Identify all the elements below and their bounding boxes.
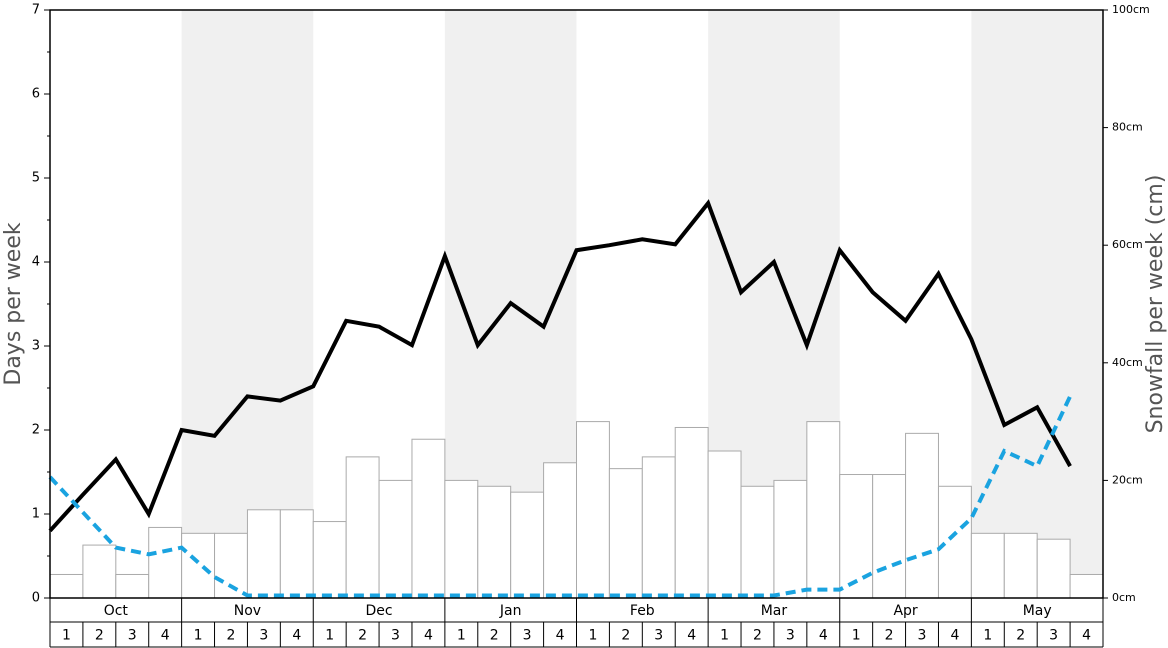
y-tick-label: 1 xyxy=(32,507,40,522)
month-label: Mar xyxy=(761,603,788,619)
y-tick-label: 6 xyxy=(32,87,40,102)
x-tick-label: 3 xyxy=(259,628,268,644)
y2-tick-label: 20cm xyxy=(1112,473,1143,486)
y2-tick-label: 100cm xyxy=(1112,3,1150,16)
x-tick-label: 4 xyxy=(1082,628,1091,644)
bar xyxy=(49,573,84,599)
bar xyxy=(246,509,281,599)
x-tick-label: 4 xyxy=(950,628,959,644)
bar xyxy=(411,438,446,599)
x-tick-label: 2 xyxy=(490,628,499,644)
x-tick-label: 4 xyxy=(161,628,170,644)
bar xyxy=(279,509,314,599)
y2-axis-label: Snowfall per week (cm) xyxy=(1143,175,1168,434)
y2-tick-label: 40cm xyxy=(1112,356,1143,369)
bar xyxy=(181,532,216,599)
x-tick-label: 3 xyxy=(523,628,532,644)
bar xyxy=(970,532,1005,599)
x-tick-label: 3 xyxy=(391,628,400,644)
bar xyxy=(641,456,676,599)
x-tick-label: 2 xyxy=(358,628,367,644)
bar xyxy=(510,491,545,599)
x-tick-label: 2 xyxy=(95,628,104,644)
x-tick-label: 2 xyxy=(621,628,630,644)
x-tick-label: 4 xyxy=(292,628,301,644)
month-label: Dec xyxy=(366,603,393,619)
x-tick-label: 3 xyxy=(128,628,137,644)
bar xyxy=(608,468,643,599)
y-tick-label: 0 xyxy=(32,591,40,606)
bar xyxy=(1036,538,1071,599)
x-tick-label: 3 xyxy=(1049,628,1058,644)
bar xyxy=(905,432,939,599)
bar xyxy=(312,521,347,599)
x-tick-label: 3 xyxy=(786,628,795,644)
y-tick-label: 3 xyxy=(32,339,40,354)
bar xyxy=(576,421,610,599)
x-tick-label: 3 xyxy=(654,628,663,644)
month-label: Oct xyxy=(104,603,129,619)
x-tick-label: 1 xyxy=(588,628,597,644)
bar xyxy=(148,526,183,599)
bar xyxy=(1003,532,1038,599)
x-tick-label: 4 xyxy=(424,628,433,644)
y-tick-label: 5 xyxy=(32,171,40,186)
y-axis-label: Days per week xyxy=(1,222,26,385)
x-tick-label: 2 xyxy=(885,628,894,644)
x-tick-label: 1 xyxy=(983,628,992,644)
x-tick-label: 4 xyxy=(556,628,565,644)
x-tick-label: 1 xyxy=(325,628,334,644)
x-tick-label: 4 xyxy=(819,628,828,644)
y-tick-label: 4 xyxy=(32,255,40,270)
x-tick-label: 1 xyxy=(852,628,861,644)
month-label: Jan xyxy=(499,603,522,619)
bar xyxy=(872,474,907,599)
x-tick-label: 2 xyxy=(1016,628,1025,644)
month-label: Apr xyxy=(893,603,917,619)
y2-tick-label: 0cm xyxy=(1112,591,1136,604)
x-tick-label: 2 xyxy=(227,628,236,644)
month-label: Nov xyxy=(234,603,261,619)
bar xyxy=(806,421,841,599)
y2-tick-label: 80cm xyxy=(1112,121,1143,134)
month-band xyxy=(971,10,1103,598)
x-tick-label: 1 xyxy=(457,628,466,644)
bar xyxy=(543,462,577,599)
x-tick-label: 1 xyxy=(194,628,203,644)
line xyxy=(48,199,1072,533)
x-tick-label: 3 xyxy=(918,628,927,644)
month-label: Feb xyxy=(630,603,655,619)
bar xyxy=(477,485,512,599)
bar xyxy=(773,479,808,599)
bar xyxy=(444,479,479,599)
bar xyxy=(378,479,413,599)
month-band xyxy=(181,10,314,598)
bar xyxy=(115,573,150,599)
y-tick-label: 7 xyxy=(32,3,40,18)
bar xyxy=(82,544,117,599)
y2-tick-label: 60cm xyxy=(1112,238,1143,251)
month-label: May xyxy=(1023,603,1052,619)
x-tick-label: 1 xyxy=(720,628,729,644)
y-tick-label: 2 xyxy=(32,423,40,438)
bar xyxy=(674,426,709,599)
bar xyxy=(707,450,742,599)
bar xyxy=(1069,573,1104,599)
x-tick-label: 2 xyxy=(753,628,762,644)
x-tick-label: 1 xyxy=(62,628,71,644)
bar xyxy=(740,485,775,599)
dashed-line xyxy=(48,395,1072,598)
x-tick-label: 4 xyxy=(687,628,696,644)
bar xyxy=(345,456,380,599)
